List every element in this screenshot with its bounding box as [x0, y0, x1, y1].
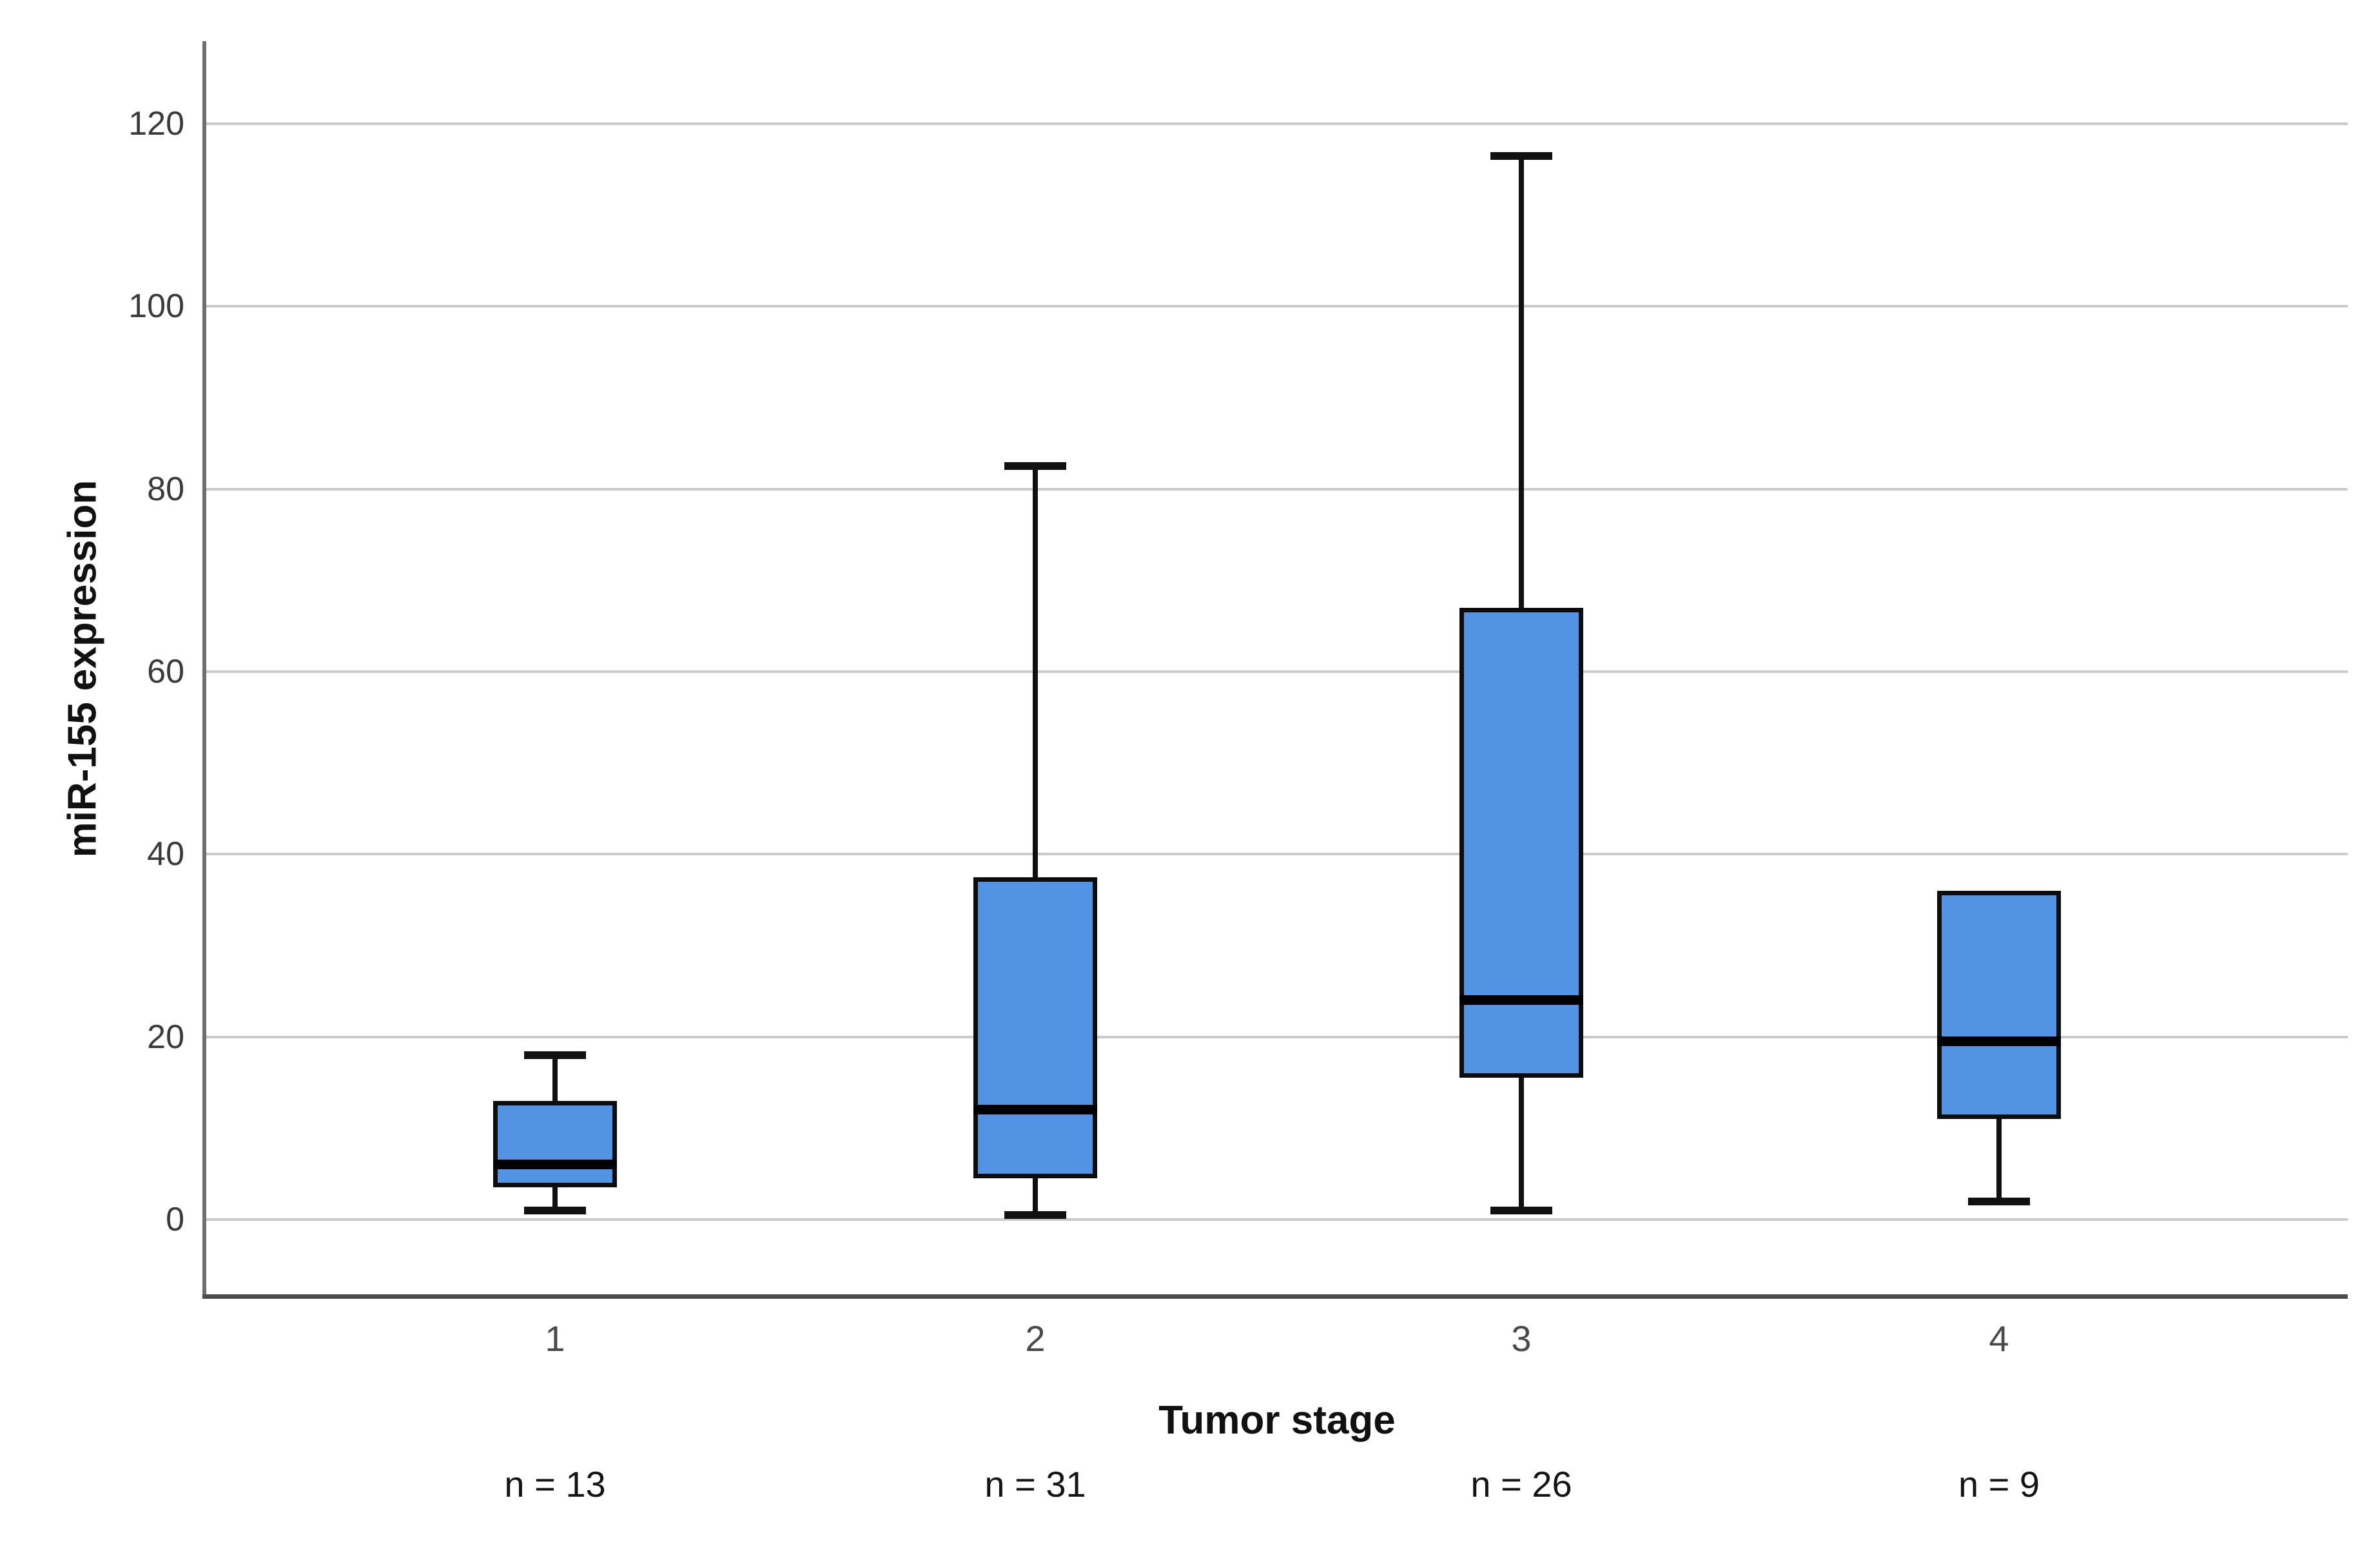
lower-whisker-cap-stage-4 [1968, 1197, 2030, 1205]
median-line-stage-4 [1937, 1036, 2061, 1047]
x-tick-label-stage-3: 3 [1511, 1318, 1532, 1359]
lower-whisker-cap-stage-3 [1490, 1206, 1552, 1214]
x-tick-label-stage-4: 4 [1989, 1318, 2009, 1359]
y-gridline-40 [206, 853, 2348, 856]
upper-whisker-cap-stage-2 [1004, 462, 1066, 471]
box-stage-4 [1937, 890, 2061, 1120]
y-tick-label-120: 120 [128, 104, 184, 142]
x-axis-line [202, 1294, 2348, 1299]
x-tick-label-stage-2: 2 [1025, 1318, 1046, 1359]
box-stage-1 [493, 1100, 617, 1188]
y-gridline-20 [206, 1035, 2348, 1038]
lower-whisker-stem-stage-3 [1519, 1078, 1524, 1211]
y-gridline-60 [206, 670, 2348, 673]
sample-size-label-stage-3: n = 26 [1470, 1464, 1572, 1504]
x-axis-title: Tumor stage [1158, 1398, 1396, 1443]
sample-size-label-stage-4: n = 9 [1958, 1464, 2040, 1504]
lower-whisker-stem-stage-4 [1996, 1119, 2002, 1201]
y-tick-label-100: 100 [128, 287, 184, 326]
y-tick-label-0: 0 [166, 1201, 184, 1238]
lower-whisker-stem-stage-2 [1033, 1178, 1038, 1215]
upper-whisker-stem-stage-2 [1033, 466, 1038, 877]
lower-whisker-stem-stage-1 [552, 1187, 558, 1211]
y-axis-title: miR-155 expression [60, 480, 105, 858]
median-line-stage-2 [973, 1105, 1097, 1115]
y-tick-label-20: 20 [147, 1018, 184, 1056]
y-gridline-100 [206, 305, 2348, 308]
box-stage-3 [1459, 607, 1583, 1078]
sample-size-label-stage-1: n = 13 [504, 1464, 606, 1504]
upper-whisker-stem-stage-3 [1519, 155, 1524, 608]
median-line-stage-1 [493, 1160, 617, 1170]
y-gridline-120 [206, 122, 2348, 125]
lower-whisker-cap-stage-2 [1004, 1211, 1066, 1219]
y-gridline-0 [206, 1218, 2348, 1221]
lower-whisker-cap-stage-1 [524, 1206, 586, 1214]
upper-whisker-cap-stage-1 [524, 1051, 586, 1059]
box-stage-2 [973, 877, 1097, 1179]
x-tick-label-stage-1: 1 [545, 1318, 565, 1359]
median-line-stage-3 [1459, 995, 1583, 1006]
y-tick-label-80: 80 [147, 470, 184, 508]
y-tick-label-60: 60 [147, 652, 184, 690]
y-tick-label-40: 40 [147, 835, 184, 873]
y-axis-line [202, 41, 206, 1299]
upper-whisker-cap-stage-3 [1490, 151, 1552, 160]
sample-size-label-stage-2: n = 31 [984, 1464, 1086, 1504]
y-gridline-80 [206, 487, 2348, 491]
upper-whisker-stem-stage-1 [552, 1055, 558, 1101]
